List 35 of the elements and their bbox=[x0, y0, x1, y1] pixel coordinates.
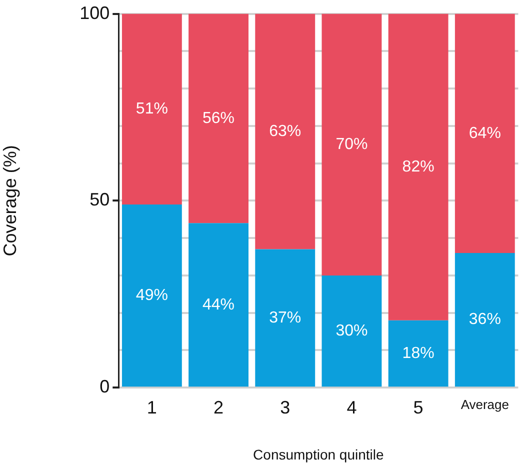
x-tick-label: 2 bbox=[214, 397, 224, 418]
data-label: 37% bbox=[269, 309, 302, 326]
y-tick-label: 50 bbox=[90, 190, 110, 210]
data-label: 51% bbox=[136, 100, 168, 118]
x-axis-title: Consumption quintile bbox=[253, 446, 384, 462]
bar bbox=[388, 14, 448, 320]
data-label: 36% bbox=[468, 311, 501, 328]
bar bbox=[255, 249, 316, 387]
bar bbox=[322, 14, 382, 276]
bar bbox=[454, 253, 515, 387]
bar bbox=[188, 223, 248, 387]
bar bbox=[122, 14, 182, 204]
data-label: 18% bbox=[402, 344, 434, 362]
bar bbox=[454, 14, 515, 254]
data-label: 44% bbox=[202, 296, 235, 314]
data-label: 30% bbox=[336, 322, 368, 340]
data-label: 70% bbox=[336, 136, 368, 154]
data-label: 82% bbox=[402, 158, 434, 176]
data-label: 49% bbox=[136, 286, 168, 304]
y-tick-label: 0 bbox=[100, 376, 110, 397]
x-tick-label: 3 bbox=[280, 397, 290, 418]
bar bbox=[188, 14, 248, 224]
data-label: 64% bbox=[468, 124, 501, 142]
bar bbox=[255, 14, 316, 250]
x-tick-label: 1 bbox=[146, 397, 157, 418]
x-tick-label: 5 bbox=[413, 397, 424, 418]
bar bbox=[322, 275, 382, 387]
data-label: 56% bbox=[202, 110, 235, 127]
x-tick-label: Average bbox=[460, 396, 509, 412]
x-tick-label: 4 bbox=[346, 397, 357, 418]
y-tick-label: 100 bbox=[80, 2, 110, 23]
data-label: 63% bbox=[269, 122, 302, 140]
y-axis-title: Coverage (%) bbox=[0, 145, 20, 256]
bar bbox=[388, 320, 448, 387]
bar bbox=[122, 204, 182, 387]
